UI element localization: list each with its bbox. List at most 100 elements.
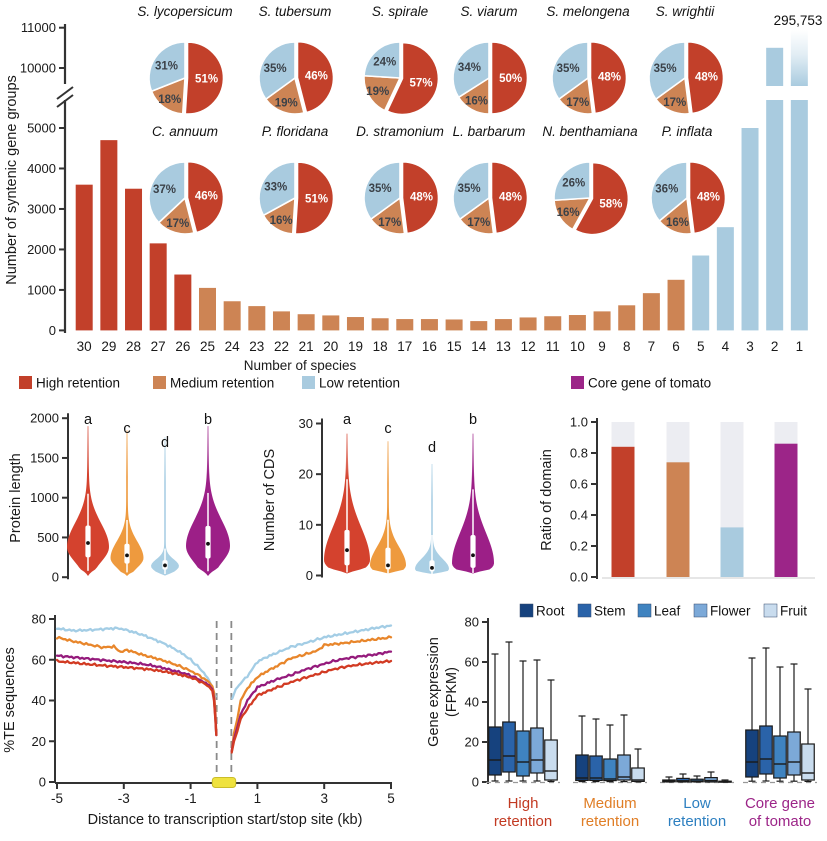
pie-slice-label: 48% (499, 192, 522, 204)
box (575, 754, 589, 781)
pie-title: P. inflata (662, 124, 713, 139)
y-tick-label: 0 (306, 568, 313, 583)
y-tick-label: 5000 (27, 121, 56, 136)
violin-box (470, 534, 476, 568)
y-tick-label: 1000 (27, 282, 56, 297)
y-tick-label: 4000 (27, 161, 56, 176)
bar (420, 319, 438, 331)
pie-slice-low (148, 161, 186, 224)
bar (618, 305, 636, 331)
x-tick-label: 21 (299, 339, 314, 354)
x-tick-label: 17 (397, 339, 412, 354)
pie-title: S. viarum (460, 4, 517, 19)
x-tick-label: 12 (521, 339, 536, 354)
protein-length-violin-plot: 0 500 1000 1500 2000 a c d b (30, 411, 230, 585)
pie-title: S. lycopersicum (137, 4, 232, 19)
bar (272, 311, 290, 331)
bar (720, 527, 744, 577)
tissue-legend-swatch (763, 603, 778, 618)
pie-slice-high (688, 161, 727, 235)
bar (223, 301, 241, 331)
bar (248, 306, 266, 331)
bar (766, 100, 784, 331)
pie-slice-high (186, 160, 225, 234)
legend-swatch (571, 376, 584, 389)
significance-letter: c (123, 421, 130, 437)
tissue-legend-label: Flower (710, 604, 751, 619)
tissue-legend-swatch (577, 603, 592, 618)
significance-letter: a (84, 412, 93, 428)
pie-title: P. floridana (262, 124, 329, 139)
y-tick-label: 0 (49, 323, 56, 338)
pie-slice-label: 51% (195, 74, 218, 86)
bar (774, 443, 798, 577)
box (516, 730, 530, 777)
x-tick-label: 20 (323, 339, 338, 354)
pie-title: C. annuum (152, 124, 218, 139)
pie-slice-label: 48% (697, 192, 720, 204)
legend-swatch (153, 376, 166, 389)
tissue-legend-label: Leaf (654, 604, 681, 619)
y-tick-label: 0 (472, 775, 479, 790)
bar (544, 316, 562, 331)
y-tick-label: 60 (32, 652, 46, 667)
pie-title: S. spirale (372, 4, 428, 19)
box (617, 754, 631, 781)
x-tick-label: 27 (151, 339, 166, 354)
y-tick-label: 20 (32, 734, 46, 749)
pie-slice-low (553, 161, 591, 202)
pie-slice-label: 51% (305, 194, 328, 206)
tissue-legend-label: Fruit (780, 604, 807, 619)
te-xlabel: Distance to transcription start/stop sit… (88, 812, 363, 828)
domain-ratio-bar-chart: 0.0 0.2 0.4 0.6 0.8 1.0 (570, 415, 815, 585)
x-tick-label: 9 (598, 339, 606, 354)
significance-letter: a (343, 412, 352, 428)
x-tick-label: 6 (672, 339, 680, 354)
te-line-right (230, 650, 393, 753)
bar (322, 315, 340, 331)
x-tick-label: 11 (546, 339, 560, 354)
pie-title: S. melongena (546, 4, 630, 19)
pie-title: L. barbarum (453, 124, 526, 139)
pie-slice-label: 16% (666, 217, 689, 229)
break-bar-annotation: 295,753 (774, 13, 823, 28)
significance-letter: b (204, 412, 212, 428)
x-tick-label: 25 (200, 339, 215, 354)
y-tick-label: 11000 (21, 20, 56, 35)
te-line-left (55, 658, 218, 737)
pie-slice-label: 16% (465, 96, 488, 108)
retention-legend: High retention Medium retention Low retent… (19, 376, 711, 391)
x-tick-label: 4 (722, 339, 730, 354)
x-tick-label: 29 (101, 339, 116, 354)
te-sequence-line-chart: 0 20 40 60 80 -5 -3 -1 1 3 5 (32, 612, 395, 807)
violin-shape (415, 464, 449, 574)
x-tick-label: 15 (447, 339, 462, 354)
bar (346, 317, 364, 331)
y-tick-label: 2000 (27, 242, 56, 257)
pie-slice-label: 46% (305, 70, 328, 82)
box (544, 739, 558, 781)
pie-slice-low (258, 161, 296, 217)
violin-box (385, 547, 391, 570)
x-tick-label: 3 (746, 339, 754, 354)
y-tick-label: 0.0 (570, 570, 588, 585)
pie-slice-label: 24% (373, 57, 396, 69)
y-tick-label: 0 (52, 570, 59, 585)
significance-letter: d (428, 440, 436, 456)
pie-slice-high (490, 41, 529, 115)
y-tick-label: 10 (299, 517, 313, 532)
box (801, 743, 815, 781)
y-tick-label: 0.4 (570, 508, 588, 523)
pie-slice-low (363, 161, 401, 220)
x-tick-label: 16 (422, 339, 437, 354)
syntenic-xlabel: Number of species (244, 358, 357, 373)
protein-violin-ylabel: Protein length (8, 453, 24, 542)
pie-slice-label: 17% (467, 217, 490, 229)
x-tick-label: 19 (348, 339, 363, 354)
group-label: Medium (583, 795, 636, 812)
violin-median (163, 563, 167, 568)
y-tick-label: 1.0 (570, 415, 588, 430)
te-line-right (230, 635, 393, 753)
box (745, 729, 759, 778)
